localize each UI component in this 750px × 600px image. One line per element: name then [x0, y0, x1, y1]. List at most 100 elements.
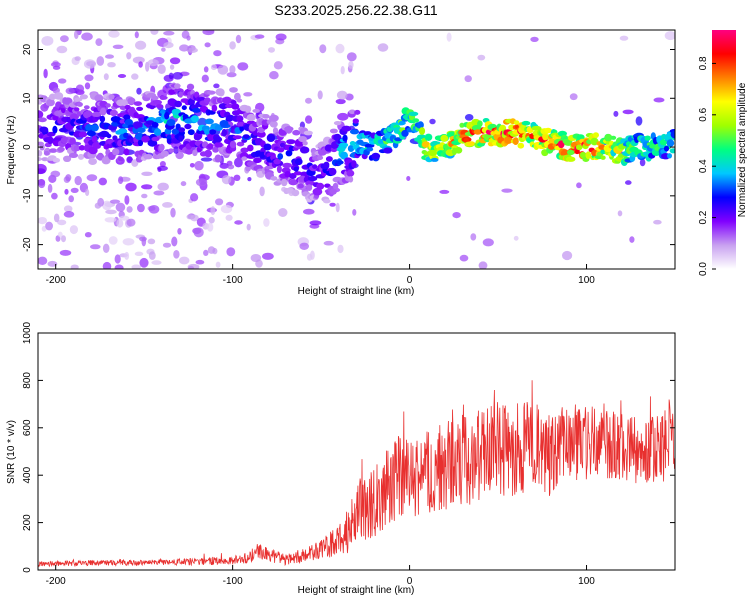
spectrogram-ridge-blob: [48, 148, 58, 153]
spectrogram-ridge-blob: [328, 167, 337, 176]
spectrogram-speckle: [464, 75, 472, 83]
spectrogram-ridge-blob: [244, 105, 252, 114]
spectrogram-speckle: [262, 252, 274, 260]
spectrogram-speckle: [52, 65, 61, 70]
snr-y-ticks: 0 200 400 600 800 1000: [22, 321, 675, 573]
spectrogram-speckle: [139, 236, 147, 242]
snr-frame: [37, 332, 676, 571]
spectrogram-speckle: [268, 47, 275, 53]
spectrogram-ridge-blob: [513, 120, 520, 126]
spectrogram-ridge-blob: [219, 120, 229, 127]
spectrogram-speckle: [126, 206, 133, 213]
y-tick-label: 400: [22, 466, 33, 483]
spectrogram-speckle: [126, 156, 133, 164]
spectrogram-speckle: [622, 109, 634, 115]
spectrogram-ridge-blob: [229, 87, 238, 93]
snr-x-label: Height of straight line (km): [298, 585, 415, 596]
spectrogram-speckle: [309, 220, 322, 226]
spectrogram-ridge-blob: [351, 160, 357, 168]
spectrogram-ridge-blob: [94, 94, 104, 103]
spectrogram-speckle: [187, 263, 200, 269]
colorbar-gradient: [712, 30, 736, 269]
spectrogram-speckle: [169, 64, 175, 70]
spectrogram-ridge-blob: [178, 127, 186, 133]
spectrogram-speckle: [68, 195, 74, 203]
spectrogram-speckle: [141, 193, 148, 199]
spectrogram-speckle: [105, 209, 117, 215]
spectrogram-ridge-blob: [323, 161, 330, 168]
spectrogram-ridge-blob: [566, 156, 576, 162]
chart-title: S233.2025.256.22.38.G11: [274, 2, 438, 18]
spectrogram-speckle: [85, 188, 90, 196]
spectrogram-speckle: [180, 181, 187, 187]
spectrogram-speckle: [247, 177, 252, 182]
spectrogram-ridge-blob: [99, 115, 106, 123]
spectrogram-ridge-blob: [292, 129, 301, 136]
spectrogram-speckle: [243, 92, 253, 97]
spectrogram-ridge-blob: [418, 127, 426, 135]
spectrogram-ridge-blob: [213, 136, 223, 143]
spectrogram-ridge-blob: [214, 154, 222, 163]
spectrogram-ridge-blob: [38, 110, 44, 119]
spectrogram-speckle: [653, 97, 665, 103]
colorbar-ticks: 0.0 0.2 0.4 0.6 0.8: [698, 56, 716, 276]
spectrogram-ridge-blob: [221, 128, 227, 137]
spectrogram-ridge-blob: [252, 131, 258, 136]
spectrogram-ridge-blob: [174, 83, 181, 89]
spectrogram-speckle: [337, 112, 349, 121]
spectrogram-speckle: [172, 72, 183, 80]
spectrogram-ridge-blob: [312, 164, 318, 169]
spectrogram-speckle: [278, 208, 288, 217]
spectrogram-ridge-blob: [38, 157, 42, 162]
spectrogram-speckle: [60, 35, 69, 43]
spectrogram-ridge-blob: [521, 120, 531, 126]
spectrogram-speckle: [429, 118, 436, 125]
spectrogram-cells: [38, 30, 675, 269]
spectrogram-ridge-blob: [92, 111, 102, 117]
spectrogram-speckle: [116, 219, 124, 228]
spectrogram-ridge-blob: [209, 129, 217, 135]
spectrogram-speckle: [221, 175, 232, 185]
spectrogram-speckle: [86, 174, 98, 182]
spectrogram-ridge-blob: [187, 98, 195, 106]
spectrogram-ridge-blob: [152, 99, 162, 105]
spectrogram-speckle: [43, 68, 48, 79]
spectrogram-speckle: [163, 30, 175, 36]
spectrogram-ridge-blob: [155, 104, 164, 109]
spectrogram-ridge-blob: [184, 123, 192, 130]
spectrogram-ridge-blob: [166, 119, 176, 126]
spectrogram-y-ticks: -20 -10 0 10 20: [22, 44, 675, 252]
spectrogram-ridge-blob: [428, 149, 438, 157]
spectrogram-ridge-blob: [108, 94, 115, 100]
spectrogram-ridge-blob: [666, 139, 675, 147]
spectrogram-speckle: [64, 188, 69, 195]
spectrogram-speckle: [478, 261, 488, 269]
spectrogram-speckle: [102, 200, 112, 211]
spectrogram-ridge-blob: [241, 156, 248, 161]
spectrogram-ridge-blob: [303, 130, 313, 136]
spectrogram-ridge-blob: [153, 128, 162, 136]
spectrogram-speckle: [477, 54, 486, 61]
spectrogram-ridge-blob: [69, 137, 76, 145]
snr-x-ticks: -200 -100 0 100: [46, 565, 595, 587]
spectrogram-speckle: [193, 227, 204, 238]
spectrogram-speckle: [95, 38, 103, 46]
spectrogram-ridge-blob: [659, 139, 668, 146]
spectrogram-speckle: [203, 66, 209, 73]
spectrogram-ridge-blob: [123, 114, 131, 121]
spectrogram-speckle: [124, 195, 130, 205]
spectrogram-speckle: [348, 60, 354, 69]
spectrogram-x-ticks: -200 -100 0 100: [46, 264, 595, 286]
spectrogram-speckle: [227, 164, 235, 170]
spectrogram-ridge-blob: [171, 108, 181, 116]
spectrogram-ridge-blob: [341, 125, 352, 132]
spectrogram-speckle: [59, 249, 72, 256]
spectrogram-speckle: [74, 175, 82, 186]
spectrogram-ridge-blob: [151, 136, 160, 142]
spectrogram-speckle: [335, 43, 345, 54]
spectrogram-ridge-blob: [231, 103, 240, 110]
y-tick-label: 200: [22, 514, 33, 531]
spectrogram-speckle: [259, 186, 265, 197]
